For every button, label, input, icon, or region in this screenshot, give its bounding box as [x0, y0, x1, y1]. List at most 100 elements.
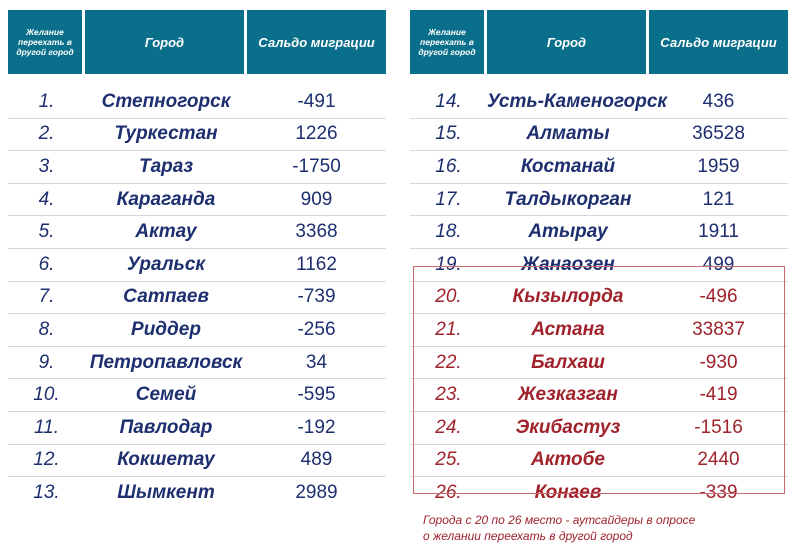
- balance-cell: -1750: [292, 155, 341, 177]
- outsiders-note: Города с 20 по 26 место - аутсайдеры в о…: [423, 512, 743, 544]
- table-row-outsider: 26. Конаев -339: [410, 476, 788, 509]
- table-row: 8. Риддер -256: [8, 313, 386, 346]
- rank-cell: 22.: [435, 351, 462, 373]
- city-cell: Шымкент: [117, 481, 215, 503]
- balance-cell: -930: [699, 351, 738, 373]
- balance-cell: -339: [699, 481, 738, 503]
- city-cell: Караганда: [116, 188, 216, 210]
- rank-cell: 17.: [435, 188, 462, 210]
- balance-cell: 499: [702, 253, 735, 275]
- table-row: 9. Петропавловск 34: [8, 345, 386, 379]
- table-row-outsider: 21. Астана 33837: [410, 313, 788, 346]
- table-row-outsider: 20. Кызылорда -496: [410, 280, 788, 314]
- rank-cell: 15.: [435, 123, 462, 145]
- table-row: 3. Тараз -1750: [8, 150, 386, 183]
- city-cell: Усть-Каменогорск: [487, 90, 668, 112]
- balance-cell: -491: [297, 90, 336, 112]
- rank-cell: 3.: [38, 155, 55, 177]
- rank-cell: 7.: [38, 286, 55, 308]
- city-cell: Тараз: [138, 155, 194, 177]
- table-row: 5. Актау 3368: [8, 215, 386, 248]
- city-cell: Кокшетау: [117, 449, 215, 471]
- rank-cell: 18.: [435, 221, 462, 243]
- rank-cell: 19.: [435, 253, 462, 275]
- balance-cell: 1911: [698, 221, 739, 243]
- city-cell: Балхаш: [531, 351, 605, 373]
- rank-cell: 24.: [435, 416, 462, 438]
- city-cell: Сатпаев: [123, 286, 209, 308]
- table-row: 10. Семей -595: [8, 378, 386, 411]
- rank-cell: 14.: [435, 90, 462, 112]
- city-cell: Астана: [531, 318, 605, 340]
- balance-cell: 909: [300, 188, 333, 210]
- rank-cell: 9.: [38, 351, 55, 373]
- city-cell: Петропавловск: [89, 351, 243, 373]
- table-row: 13. Шымкент 2989: [8, 476, 386, 509]
- table-row-outsider: 23. Жезказган -419: [410, 378, 788, 411]
- balance-cell: 1162: [296, 253, 337, 275]
- balance-cell: 436: [702, 90, 735, 112]
- city-cell: Экибастуз: [515, 416, 621, 438]
- city-cell: Павлодар: [119, 416, 213, 438]
- table-row: 18. Атырау 1911: [410, 215, 788, 248]
- city-cell: Туркестан: [114, 123, 218, 145]
- header-rank: Желание переехать в другой город: [8, 10, 85, 74]
- city-cell: Конаев: [534, 481, 602, 503]
- balance-cell: -496: [699, 286, 738, 308]
- table-header: Желание переехать в другой город Город С…: [8, 10, 386, 74]
- rank-cell: 8.: [38, 318, 55, 340]
- header-balance: Сальдо миграции: [247, 10, 386, 74]
- rank-cell: 1.: [38, 90, 55, 112]
- balance-cell: 121: [702, 188, 735, 210]
- balance-cell: 36528: [692, 123, 745, 145]
- city-cell: Актобе: [531, 449, 605, 471]
- balance-cell: -192: [297, 416, 336, 438]
- right-table: Желание переехать в другой город Город С…: [410, 10, 788, 509]
- rank-cell: 16.: [435, 155, 462, 177]
- header-balance: Сальдо миграции: [649, 10, 788, 74]
- table-row: 6. Уральск 1162: [8, 247, 386, 281]
- table-row: 11. Павлодар -192: [8, 410, 386, 444]
- balance-cell: 3368: [295, 221, 338, 243]
- table-row: 17. Талдыкорган 121: [410, 182, 788, 216]
- table-row-outsider: 24. Экибастуз -1516: [410, 410, 788, 444]
- balance-cell: -256: [297, 318, 336, 340]
- rank-cell: 10.: [33, 384, 60, 406]
- balance-cell: 2440: [697, 449, 740, 471]
- balance-cell: -595: [297, 384, 336, 406]
- rank-cell: 4.: [38, 188, 55, 210]
- city-cell: Семей: [135, 384, 197, 406]
- balance-cell: -1516: [694, 416, 743, 438]
- table-row-outsider: 22. Балхаш -930: [410, 345, 788, 379]
- city-cell: Костанай: [520, 155, 616, 177]
- rank-cell: 2.: [38, 123, 55, 145]
- table-row: 7. Сатпаев -739: [8, 280, 386, 314]
- left-table: Желание переехать в другой город Город С…: [8, 10, 386, 509]
- outsiders-highlight-box: [413, 266, 785, 494]
- rank-cell: 6.: [38, 253, 55, 275]
- table-header: Желание переехать в другой город Город С…: [410, 10, 788, 74]
- balance-cell: 2989: [295, 481, 338, 503]
- balance-cell: 33837: [692, 318, 745, 340]
- city-cell: Жезказган: [518, 384, 618, 406]
- note-line-2: о желании переехать в другой город: [423, 529, 633, 543]
- table-row: 1. Степногорск -491: [8, 86, 386, 118]
- table-row: 15. Алматы 36528: [410, 117, 788, 151]
- city-cell: Кызылорда: [512, 286, 624, 308]
- rank-cell: 26.: [435, 481, 462, 503]
- table-row: 16. Костанай 1959: [410, 150, 788, 183]
- rank-cell: 20.: [435, 286, 462, 308]
- table-row: 12. Кокшетау 489: [8, 443, 386, 477]
- header-rank: Желание переехать в другой город: [410, 10, 487, 74]
- rank-cell: 5.: [38, 221, 55, 243]
- city-cell: Жанаозен: [521, 253, 615, 275]
- table-body: 1. Степногорск -491 2. Туркестан 1226 3. Тара…: [8, 86, 386, 509]
- balance-cell: -739: [297, 286, 336, 308]
- table-row: 4. Караганда 909: [8, 182, 386, 216]
- rank-cell: 21.: [435, 318, 462, 340]
- balance-cell: 1959: [697, 155, 740, 177]
- note-line-1: Города с 20 по 26 место - аутсайдеры в о…: [423, 513, 696, 527]
- table-row: 19. Жанаозен 499: [410, 247, 788, 281]
- city-cell: Талдыкорган: [504, 188, 632, 210]
- city-cell: Уральск: [126, 253, 206, 275]
